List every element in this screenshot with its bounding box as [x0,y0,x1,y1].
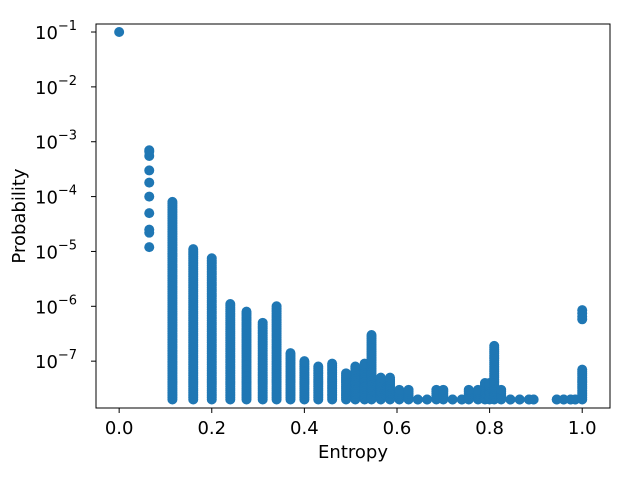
x-tick-label: 0.0 [105,418,134,439]
data-point [412,394,423,405]
plot-frame [95,23,611,409]
data-point [285,348,296,359]
data-point [528,394,539,405]
data-point [438,384,449,395]
data-point [394,384,405,395]
data-point [144,191,155,202]
y-tick-label: 10−3 [35,129,77,154]
data-point [341,368,352,379]
data-point [551,394,562,405]
y-tick-label: 10−2 [35,74,77,99]
data-point [385,372,396,383]
data-point [403,384,414,395]
data-point [422,394,433,405]
x-tick-label: 0.6 [383,418,412,439]
data-point [114,27,125,38]
data-point [447,394,458,405]
data-point [489,340,500,351]
x-axis-ticks: 0.0 0.2 0.4 0.6 0.8 1.0 [105,408,597,439]
data-point [257,317,268,328]
data-point [167,196,178,207]
x-tick-label: 1.0 [568,418,597,439]
y-tick-label: 10−6 [35,293,77,318]
data-point [375,372,386,383]
data-point [577,364,588,375]
data-point [577,314,588,325]
y-axis-label: Probability [9,168,30,263]
data-point [313,361,324,372]
scatter-points [114,27,588,405]
data-point [206,253,217,264]
data-point [241,306,252,317]
data-point [299,356,310,367]
data-point [188,244,199,255]
y-axis-ticks: 10−7 10−6 10−5 10−4 10−3 10−2 10−1 [35,19,96,373]
data-point [144,227,155,238]
data-point [514,394,525,405]
data-point [144,208,155,219]
data-point [505,394,516,405]
data-point [144,177,155,188]
y-tick-label: 10−1 [35,19,77,44]
data-point [350,361,361,372]
data-point [144,146,155,157]
x-tick-label: 0.8 [475,418,504,439]
data-point [558,394,569,405]
data-point [271,301,282,312]
x-tick-label: 0.4 [290,418,319,439]
data-point [144,165,155,176]
data-point [327,358,338,369]
data-point [366,329,377,340]
data-point [144,242,155,253]
data-point [225,299,236,310]
y-tick-label: 10−7 [35,348,77,373]
x-tick-label: 0.2 [197,418,226,439]
y-tick-label: 10−5 [35,238,77,263]
data-point [463,384,474,395]
x-axis-label: Entropy [318,442,388,463]
data-point [496,384,507,395]
y-tick-label: 10−4 [35,184,77,209]
